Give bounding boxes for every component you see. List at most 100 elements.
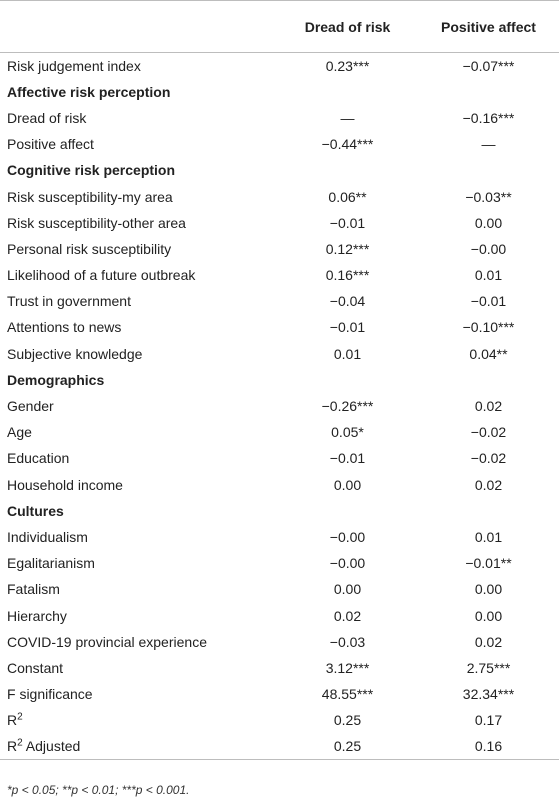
table-row: Dread of risk — −0.16*** bbox=[0, 105, 559, 131]
section-header-row: Affective risk perception bbox=[0, 79, 559, 105]
cell-dread-of-risk: −0.01 bbox=[329, 214, 366, 231]
cell-dread-of-risk: — bbox=[340, 109, 355, 126]
row-label: Positive affect bbox=[0, 131, 277, 157]
row-label: Risk susceptibility-other area bbox=[0, 210, 277, 236]
cell-dread-of-risk: −0.44*** bbox=[321, 136, 374, 153]
cell-dread-of-risk: 0.00 bbox=[333, 476, 362, 493]
table-row: F significance 48.55*** 32.34*** bbox=[0, 681, 559, 707]
row-label: Trust in government bbox=[0, 288, 277, 314]
row-label: Risk susceptibility-my area bbox=[0, 183, 277, 209]
row-label: Hierarchy bbox=[0, 602, 277, 628]
cell-positive-affect: 0.01 bbox=[474, 528, 503, 545]
cell-dread-of-risk: −0.01 bbox=[329, 319, 366, 336]
cell-dread-of-risk: 48.55*** bbox=[321, 686, 374, 703]
cell-dread-of-risk: −0.04 bbox=[329, 293, 366, 310]
row-label: Constant bbox=[0, 655, 277, 681]
table-row: Risk susceptibility-other area −0.01 0.00 bbox=[0, 210, 559, 236]
table-row: Constant 3.12*** 2.75*** bbox=[0, 655, 559, 681]
section-header-row: Demographics bbox=[0, 367, 559, 393]
cell-positive-affect: 0.17 bbox=[474, 712, 503, 729]
row-label: R2 Adjusted bbox=[0, 733, 277, 761]
cell-dread-of-risk: 0.02 bbox=[333, 607, 362, 624]
cell-positive-affect: −0.00 bbox=[470, 240, 507, 257]
row-label-text: Personal risk susceptibility bbox=[7, 240, 172, 257]
row-label: COVID-19 provincial experience bbox=[0, 629, 277, 655]
row-label-text: Risk susceptibility-my area bbox=[7, 188, 173, 205]
cell-positive-affect: −0.03** bbox=[465, 188, 512, 205]
row-label-text: Household income bbox=[7, 476, 123, 493]
table-row: Egalitarianism −0.00 −0.01** bbox=[0, 550, 559, 576]
cell-positive-affect: 0.02 bbox=[474, 398, 503, 415]
cell-dread-of-risk: −0.00 bbox=[329, 555, 366, 572]
table-row: Personal risk susceptibility 0.12*** −0.00 bbox=[0, 236, 559, 262]
cell-dread-of-risk: 0.16*** bbox=[325, 267, 370, 284]
cell-positive-affect: 0.00 bbox=[474, 581, 503, 598]
row-label-suffix: Adjusted bbox=[22, 738, 81, 755]
cell-dread-of-risk: 0.01 bbox=[333, 345, 362, 362]
section-header-row: Cognitive risk perception bbox=[0, 157, 559, 183]
table-header: Dread of risk Positive affect bbox=[0, 0, 559, 53]
row-label-text: Cultures bbox=[7, 502, 64, 519]
header-blank bbox=[0, 0, 277, 53]
cell-positive-affect: 0.00 bbox=[474, 214, 503, 231]
row-label-text: Age bbox=[7, 424, 32, 441]
row-label-text: Likelihood of a future outbreak bbox=[7, 267, 196, 284]
table-row: Fatalism 0.00 0.00 bbox=[0, 576, 559, 602]
row-label-text: F significance bbox=[7, 686, 93, 703]
section-label: Demographics bbox=[0, 367, 277, 393]
cell-positive-affect: −0.07*** bbox=[462, 57, 515, 74]
cell-dread-of-risk: 0.25 bbox=[277, 733, 418, 761]
section-label: Cultures bbox=[0, 498, 277, 524]
header-dread-of-risk: Dread of risk bbox=[277, 0, 418, 53]
row-label: Age bbox=[0, 419, 277, 445]
table-row: Individualism −0.00 0.01 bbox=[0, 524, 559, 550]
table-row: R2 0.25 0.17 bbox=[0, 707, 559, 733]
row-label-text: Constant bbox=[7, 659, 64, 676]
table-row: Likelihood of a future outbreak 0.16*** 0.… bbox=[0, 262, 559, 288]
cell-dread-of-risk bbox=[277, 157, 418, 183]
cell-dread-of-risk bbox=[277, 367, 418, 393]
cell-positive-affect: 2.75*** bbox=[466, 659, 511, 676]
cell-positive-affect bbox=[418, 79, 559, 105]
table-row: Hierarchy 0.02 0.00 bbox=[0, 602, 559, 628]
row-label: Attentions to news bbox=[0, 314, 277, 340]
row-label: Egalitarianism bbox=[0, 550, 277, 576]
cell-positive-affect bbox=[418, 498, 559, 524]
cell-dread-of-risk: 0.05* bbox=[331, 424, 364, 441]
cell-positive-affect: 0.00 bbox=[474, 607, 503, 624]
significance-footnote: *p < 0.05; **p < 0.01; ***p < 0.001. bbox=[7, 783, 190, 797]
cell-dread-of-risk: −0.00 bbox=[329, 528, 366, 545]
row-label: Subjective knowledge bbox=[0, 341, 277, 367]
row-label: Gender bbox=[0, 393, 277, 419]
cell-dread-of-risk: 0.00 bbox=[333, 581, 362, 598]
section-label: Cognitive risk perception bbox=[0, 157, 277, 183]
cell-dread-of-risk bbox=[277, 498, 418, 524]
row-label-text: Cognitive risk perception bbox=[7, 162, 176, 179]
row-label-text: Demographics bbox=[7, 371, 105, 388]
table-row: R2 Adjusted 0.25 0.16 bbox=[0, 733, 559, 761]
section-header-row: Cultures bbox=[0, 498, 559, 524]
cell-positive-affect bbox=[418, 157, 559, 183]
table-row: Age 0.05* −0.02 bbox=[0, 419, 559, 445]
cell-dread-of-risk: 0.25 bbox=[333, 712, 362, 729]
row-label-text: Education bbox=[7, 450, 70, 467]
cell-positive-affect: — bbox=[481, 136, 496, 153]
row-label-text: Attentions to news bbox=[7, 319, 122, 336]
table-row: Education −0.01 −0.02 bbox=[0, 445, 559, 471]
table-body: Risk judgement index 0.23*** −0.07*** Affec… bbox=[0, 53, 559, 761]
row-label-text: Dread of risk bbox=[7, 109, 87, 126]
cell-positive-affect: 0.04** bbox=[469, 345, 508, 362]
cell-dread-of-risk: 0.06** bbox=[328, 188, 367, 205]
cell-dread-of-risk: 3.12*** bbox=[325, 659, 370, 676]
table-row: Trust in government −0.04 −0.01 bbox=[0, 288, 559, 314]
cell-positive-affect: −0.10*** bbox=[462, 319, 515, 336]
cell-positive-affect: −0.02 bbox=[470, 424, 507, 441]
row-label-text: R bbox=[7, 738, 18, 755]
superscript: 2 bbox=[17, 737, 23, 749]
table-row: Subjective knowledge 0.01 0.04** bbox=[0, 341, 559, 367]
regression-table: Dread of risk Positive affect Risk judge… bbox=[0, 0, 559, 761]
table-row: Positive affect −0.44*** — bbox=[0, 131, 559, 157]
table-row: Risk judgement index 0.23*** −0.07*** bbox=[0, 53, 559, 79]
cell-positive-affect: 0.01 bbox=[474, 267, 503, 284]
cell-dread-of-risk: −0.03 bbox=[329, 633, 366, 650]
